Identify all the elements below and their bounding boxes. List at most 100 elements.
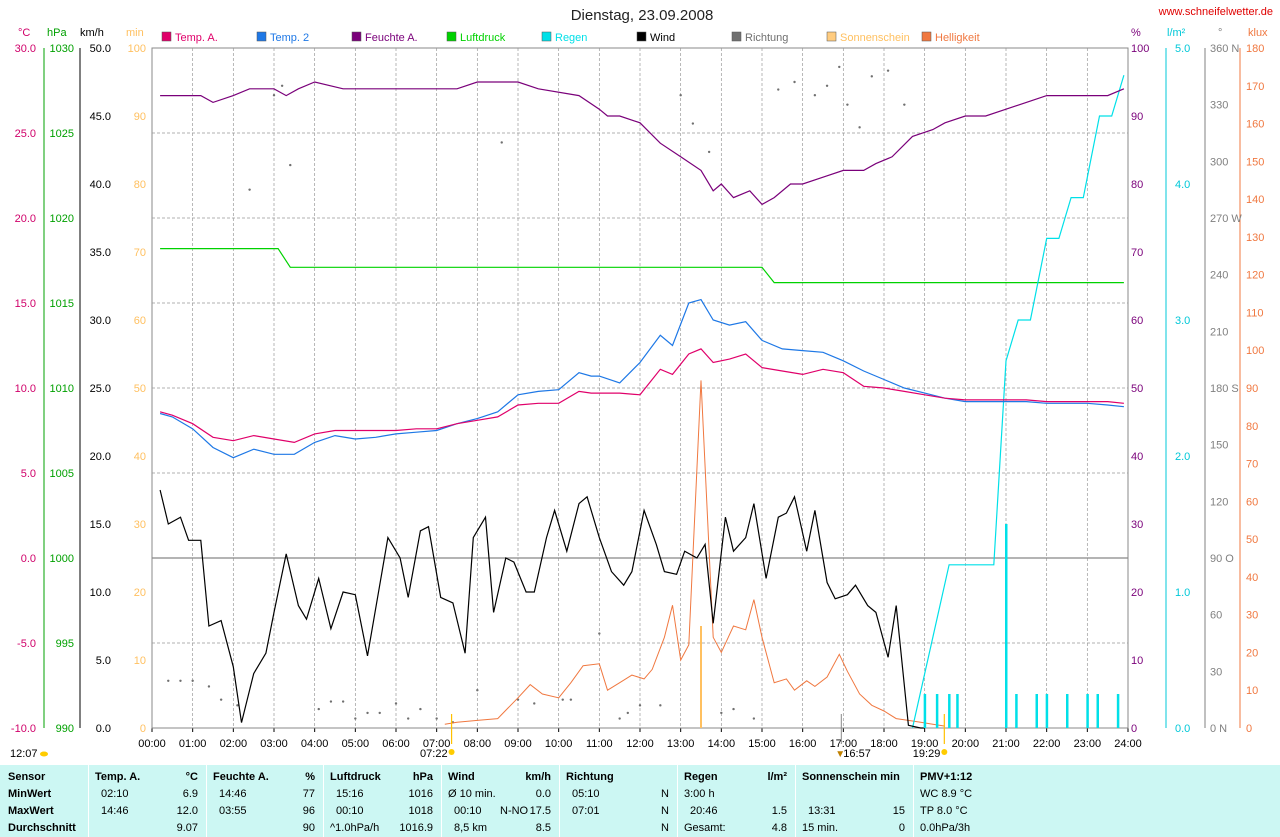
rain-total-label: Gesamt:: [684, 822, 726, 834]
legend-label: Wind: [650, 32, 675, 44]
time-tick-label: 00:00: [138, 738, 166, 750]
temp-max: 12.0: [176, 805, 198, 817]
legend-label: Richtung: [745, 32, 788, 44]
chart-title: Dienstag, 23.09.2008: [571, 7, 714, 24]
wind-tick-label: 0.0: [96, 723, 111, 735]
light-tick-label: 130: [1246, 232, 1264, 244]
sun-tick-label: 100: [128, 43, 146, 55]
legend-label: Helligkeit: [935, 32, 980, 44]
humidity-header: Feuchte A.: [213, 771, 269, 783]
direction-tick-label: 120: [1210, 496, 1228, 508]
series-line-feuchte-a-: [160, 81, 1125, 206]
series-line-temp-2: [159, 298, 1124, 459]
direction-tick-label: 330: [1210, 100, 1228, 112]
rain-max-time: 20:46: [690, 805, 718, 817]
temp-unit: °C: [185, 771, 198, 783]
pressure-tick-label: 1015: [50, 298, 74, 310]
legend-label: Feuchte A.: [365, 32, 418, 44]
separator: [441, 765, 442, 837]
pressure-header: Luftdruck: [330, 771, 381, 783]
light-tick-label: 180: [1246, 43, 1264, 55]
pressure-trend: ^1.0hPa/h: [330, 822, 380, 834]
pressure-unit-label: hPa: [47, 27, 67, 39]
rain-bar: [1005, 524, 1008, 728]
time-tick-label: 06:00: [382, 738, 410, 750]
time-tick-label: 05:00: [342, 738, 370, 750]
humidity-tick-label: 90: [1131, 111, 1143, 123]
summary-col-rain: Regen l/m² 3:00 h 20:46 1.5 Gesamt: 4.8: [678, 765, 795, 837]
rain-bar: [1066, 694, 1069, 728]
legend-swatch: [161, 31, 172, 42]
temp-min: 6.9: [182, 788, 198, 800]
time-tick-label: 08:00: [464, 738, 492, 750]
sun-down-arrow-icon: ▼: [835, 749, 845, 760]
direction-point: [838, 65, 841, 69]
direction-point: [886, 69, 890, 72]
light-tick-label: 80: [1246, 421, 1258, 433]
direction-tick-label: 0 N: [1210, 723, 1227, 735]
separator: [913, 765, 914, 837]
legend: Temp. A. Temp. 2 Feuchte A. Luftdruck Regen W…: [161, 31, 980, 44]
direction-point: [561, 698, 564, 701]
direction-point: [419, 707, 422, 711]
direction-point: [407, 717, 410, 720]
pmv-dewpoint: TP 8.0 °C: [920, 805, 968, 817]
direction-tick-label: 90 O: [1210, 553, 1234, 565]
axes: 30.025.020.015.010.05.00.0-5.0-10.010301…: [11, 43, 1264, 750]
wind-tick-label: 35.0: [90, 247, 111, 259]
pmv-header: PMV+1:12: [920, 771, 973, 783]
legend-label: Luftdruck: [460, 32, 506, 44]
humidity-unit: %: [305, 771, 315, 783]
sun-tick-label: 30: [134, 519, 146, 531]
time-tick-label: 21:00: [992, 738, 1020, 750]
time-tick-label: 23:00: [1074, 738, 1102, 750]
direction-point: [533, 702, 536, 705]
humidity-max-time: 03:55: [219, 805, 247, 817]
sun-tick-label: 0: [140, 723, 146, 735]
sunshine-max: 15: [892, 805, 905, 817]
wind-min: 0.0: [535, 788, 551, 800]
direction-point: [870, 75, 873, 78]
sun-tick-label: 20: [134, 587, 146, 599]
light-tick-label: 0: [1246, 723, 1252, 735]
website-label[interactable]: www.schneifelwetter.de: [1158, 6, 1273, 18]
direction-point: [219, 698, 223, 701]
wind-tick-label: 50.0: [90, 43, 111, 55]
humidity-avg: 90: [302, 822, 315, 834]
wind-distance: 8,5 km: [454, 822, 488, 834]
time-tick-label: 04:00: [301, 738, 329, 750]
light-tick-label: 70: [1246, 459, 1258, 471]
humidity-tick-label: 70: [1131, 247, 1143, 259]
direction-tick-label: 210: [1210, 326, 1228, 338]
wind-avg: 8.5: [535, 822, 551, 834]
humidity-unit-label: %: [1131, 27, 1141, 39]
time-tick-label: 02:00: [220, 738, 248, 750]
direction-point: [793, 80, 796, 84]
time-tick-label: 09:00: [504, 738, 532, 750]
time-tick-label: 12:00: [626, 738, 654, 750]
sun-tick-label: 70: [134, 247, 146, 259]
sun-tick-label: 50: [134, 383, 146, 395]
series-line-regen: [911, 75, 1125, 729]
rain-tick-label: 1.0: [1175, 587, 1190, 599]
light-tick-label: 160: [1246, 119, 1264, 131]
direction-tick-label: 60: [1210, 610, 1222, 622]
rain-tick-label: 0.0: [1175, 723, 1190, 735]
direction-point: [825, 84, 829, 87]
separator: [206, 765, 207, 837]
time-tick-label: 10:00: [545, 738, 573, 750]
direction-point: [317, 707, 320, 711]
direction-point: [732, 707, 735, 711]
rain-header: Regen: [684, 771, 718, 783]
temp-header: Temp. A.: [95, 771, 141, 783]
rain-unit-label: l/m²: [1167, 27, 1186, 39]
humidity-tick-label: 20: [1131, 587, 1143, 599]
wind-tick-label: 45.0: [90, 111, 111, 123]
sunrise-label: 07:22: [420, 748, 448, 760]
time-tick-label: 11:00: [586, 738, 613, 750]
direction-point: [569, 698, 573, 701]
time-tick-label: 22:00: [1033, 738, 1061, 750]
rain-bar: [1096, 694, 1099, 728]
legend-swatch: [921, 31, 932, 42]
separator: [677, 765, 678, 837]
